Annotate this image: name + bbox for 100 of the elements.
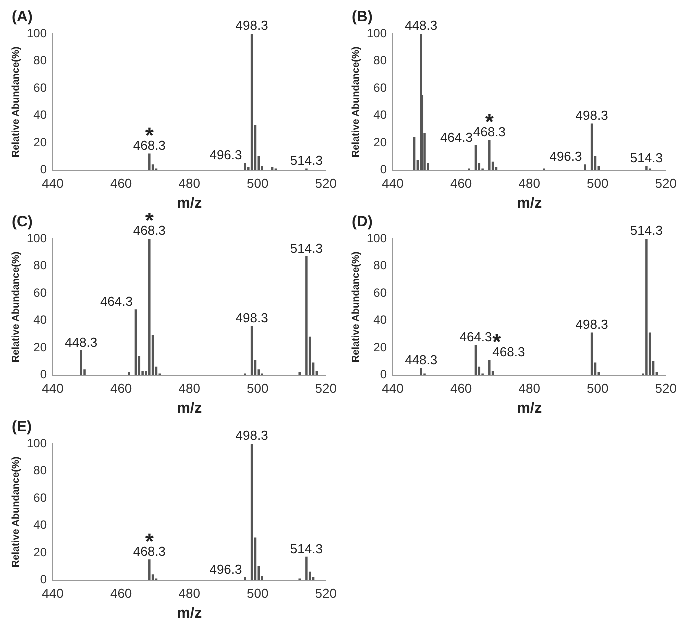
- annotation: 496.3: [210, 562, 242, 577]
- y-tick-label: 100: [26, 26, 48, 40]
- bar: [80, 350, 82, 376]
- annotation: 468.3: [473, 124, 506, 140]
- annotation: 464.3: [440, 130, 473, 145]
- y-tick-label: 0: [40, 368, 48, 382]
- x-tick-label: 440: [42, 380, 64, 396]
- x-axis-title: m/z: [517, 195, 542, 212]
- annotation: 498.3: [236, 18, 268, 34]
- y-tick-label: 20: [34, 135, 48, 150]
- x-axis-title: m/z: [517, 400, 542, 418]
- y-tick-label: 40: [374, 313, 388, 328]
- x-tick-label: 440: [382, 380, 404, 396]
- y-tick-label: 0: [380, 368, 388, 382]
- y-tick-label: 0: [40, 162, 48, 177]
- annotation: 498.3: [576, 317, 608, 332]
- annotation: 514.3: [630, 223, 663, 238]
- x-tick-label: 440: [42, 586, 64, 601]
- y-tick-label: 20: [374, 135, 388, 150]
- x-tick-label: 480: [518, 380, 540, 396]
- x-tick-label: 460: [450, 176, 472, 191]
- x-axis-title: m/z: [177, 400, 202, 418]
- bar: [584, 164, 586, 170]
- x-tick-label: 440: [42, 176, 64, 191]
- annotation: 468.3: [492, 344, 526, 360]
- annotation: 498.3: [576, 108, 608, 124]
- x-tick-label: 460: [110, 176, 132, 191]
- y-tick-label: 80: [34, 464, 48, 478]
- bar: [488, 140, 491, 170]
- x-tick-label: 520: [315, 586, 338, 601]
- x-tick-label: 500: [247, 176, 269, 191]
- annotation: 464.3: [460, 329, 492, 344]
- annotation: 514.3: [290, 541, 323, 556]
- y-axis-title: Relative Abundance(%): [350, 252, 362, 363]
- bar: [148, 154, 151, 170]
- x-tick-label: 460: [450, 380, 472, 396]
- annotation: 468.3: [133, 544, 166, 560]
- annotation: 514.3: [290, 153, 323, 168]
- y-tick-label: 40: [34, 108, 48, 122]
- chart-title: (C): [12, 214, 33, 231]
- y-tick-label: 20: [374, 340, 388, 354]
- y-axis-title: Relative Abundance(%): [10, 456, 22, 568]
- y-tick-label: 100: [26, 231, 48, 246]
- bar: [148, 560, 151, 580]
- bar: [646, 166, 648, 170]
- y-tick-label: 60: [34, 80, 48, 95]
- chart-title: (B): [352, 8, 373, 26]
- x-tick-label: 520: [655, 380, 678, 396]
- chart-title: (E): [12, 418, 32, 436]
- x-tick-label: 520: [315, 380, 338, 396]
- x-tick-label: 480: [178, 380, 200, 396]
- annotation: 514.3: [630, 150, 663, 166]
- annotation: 448.3: [65, 334, 98, 350]
- bar: [306, 256, 308, 376]
- x-tick-label: 500: [247, 380, 269, 396]
- y-tick-label: 80: [374, 54, 388, 68]
- bar: [244, 163, 246, 170]
- bar: [646, 239, 648, 376]
- annotation: 498.3: [236, 428, 268, 444]
- x-tick-label: 500: [587, 380, 609, 396]
- chart-title: (D): [352, 214, 373, 231]
- x-tick-label: 480: [178, 176, 200, 191]
- annotation: 468.3: [133, 138, 166, 154]
- x-tick-label: 460: [110, 586, 132, 601]
- y-tick-label: 20: [34, 340, 48, 354]
- y-tick-label: 0: [40, 572, 48, 587]
- x-tick-label: 500: [247, 586, 269, 601]
- y-tick-label: 80: [34, 54, 48, 68]
- y-tick-label: 60: [374, 80, 388, 95]
- bar: [306, 556, 308, 580]
- y-tick-label: 60: [34, 490, 48, 505]
- chart-title: (A): [12, 8, 33, 26]
- annotation: 448.3: [405, 18, 438, 34]
- x-tick-label: 480: [518, 176, 540, 191]
- annotation: 464.3: [100, 294, 133, 310]
- x-axis-title: m/z: [177, 195, 202, 212]
- x-tick-label: 440: [382, 176, 404, 191]
- y-axis-title: Relative Abundance(%): [350, 46, 362, 158]
- x-tick-label: 500: [587, 176, 609, 191]
- x-tick-label: 520: [655, 176, 678, 191]
- bar: [488, 360, 491, 376]
- bar: [148, 239, 151, 376]
- y-tick-label: 100: [366, 26, 388, 40]
- annotation: 468.3: [133, 223, 166, 238]
- annotation: 448.3: [405, 352, 438, 368]
- y-tick-label: 40: [374, 108, 388, 122]
- y-tick-label: 60: [374, 286, 388, 300]
- x-tick-label: 480: [178, 586, 200, 601]
- x-axis-title: m/z: [177, 605, 202, 622]
- y-tick-label: 80: [374, 258, 388, 273]
- annotation: 514.3: [290, 240, 323, 256]
- y-tick-label: 40: [34, 518, 48, 532]
- y-tick-label: 0: [380, 162, 388, 177]
- x-tick-label: 460: [110, 380, 132, 396]
- annotation: 496.3: [210, 148, 242, 163]
- y-tick-label: 20: [34, 545, 48, 560]
- y-axis-title: Relative Abundance(%): [10, 252, 22, 363]
- annotation: 498.3: [236, 310, 268, 326]
- y-tick-label: 100: [26, 436, 48, 450]
- y-axis-title: Relative Abundance(%): [10, 46, 22, 158]
